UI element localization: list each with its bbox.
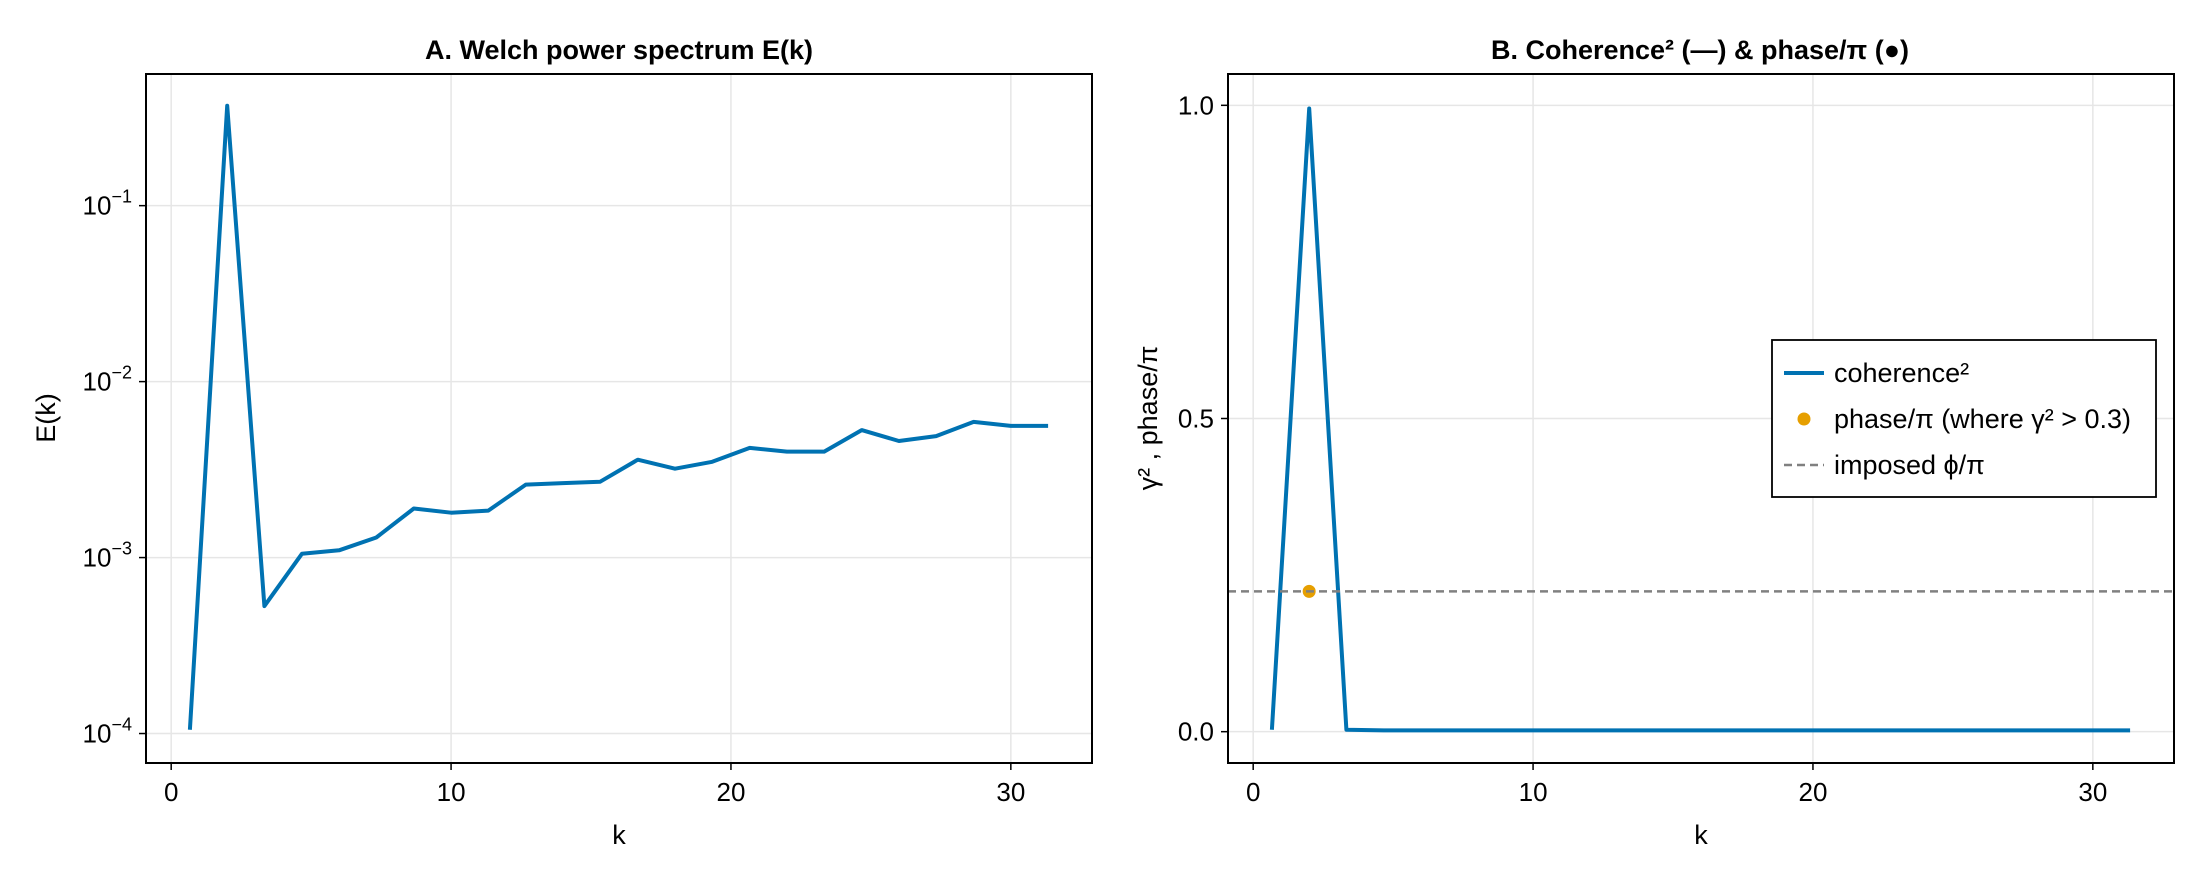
a-ytick-label-3: 10−1 <box>83 187 132 221</box>
panel-b-ylabel: γ² , phase/π <box>1133 346 1163 491</box>
panel-a-ylabel: E(k) <box>31 393 61 443</box>
legend-swatch-phase <box>1797 412 1811 426</box>
panel-a-frame <box>145 73 1093 764</box>
panel-b-xlabel: k <box>1694 820 1708 850</box>
panel-b-plot <box>1228 106 2174 733</box>
panel-a-grid <box>146 74 1092 763</box>
a-xtick-label-2: 20 <box>716 777 745 807</box>
legend-label-imposed: imposed ϕ/π <box>1834 450 1985 480</box>
panel-b: B. Coherence² (—) & phase/π (●) 0 10 20 300… <box>1133 35 2175 850</box>
panel-b-ticks: 0 10 20 30 0.0 0.5 1.0 <box>1178 90 2107 807</box>
legend-box <box>1771 339 2157 498</box>
b-xtick-label-2: 20 <box>1798 777 1827 807</box>
b-series-line-0 <box>1269 106 2131 733</box>
b-xtick-label-0: 0 <box>1246 777 1260 807</box>
legend-label-phase: phase/π (where γ² > 0.3) <box>1834 404 2131 434</box>
panel-a-ticks: 0 10 20 30 10−4 10−3 10−2 10−1 <box>83 187 1026 807</box>
a-ytick-label-0: 10−4 <box>83 715 132 749</box>
panel-a-xlabel: k <box>612 820 626 850</box>
legend: coherence² phase/π (where γ² > 0.3) impo… <box>1771 339 2157 498</box>
a-xtick-label-0: 0 <box>164 777 178 807</box>
b-xtick-label-3: 30 <box>2078 777 2107 807</box>
panel-a-plot <box>187 103 1049 730</box>
b-ytick-label-1: 0.5 <box>1178 404 1214 434</box>
panel-b-title: B. Coherence² (—) & phase/π (●) <box>1491 35 1909 65</box>
panel-a-title: A. Welch power spectrum E(k) <box>425 35 813 65</box>
a-xtick-label-1: 10 <box>437 777 466 807</box>
legend-label-coherence: coherence² <box>1834 358 1969 388</box>
a-xtick-label-3: 30 <box>996 777 1025 807</box>
a-series-line-0 <box>187 103 1049 730</box>
b-ytick-label-2: 1.0 <box>1178 90 1214 120</box>
a-ytick-label-2: 10−2 <box>83 363 132 397</box>
a-ytick-label-1: 10−3 <box>83 539 132 573</box>
b-ytick-label-0: 0.0 <box>1178 717 1214 747</box>
panel-a: A. Welch power spectrum E(k) 0 10 20 30 10−4… <box>31 35 1093 850</box>
b-xtick-label-1: 10 <box>1519 777 1548 807</box>
